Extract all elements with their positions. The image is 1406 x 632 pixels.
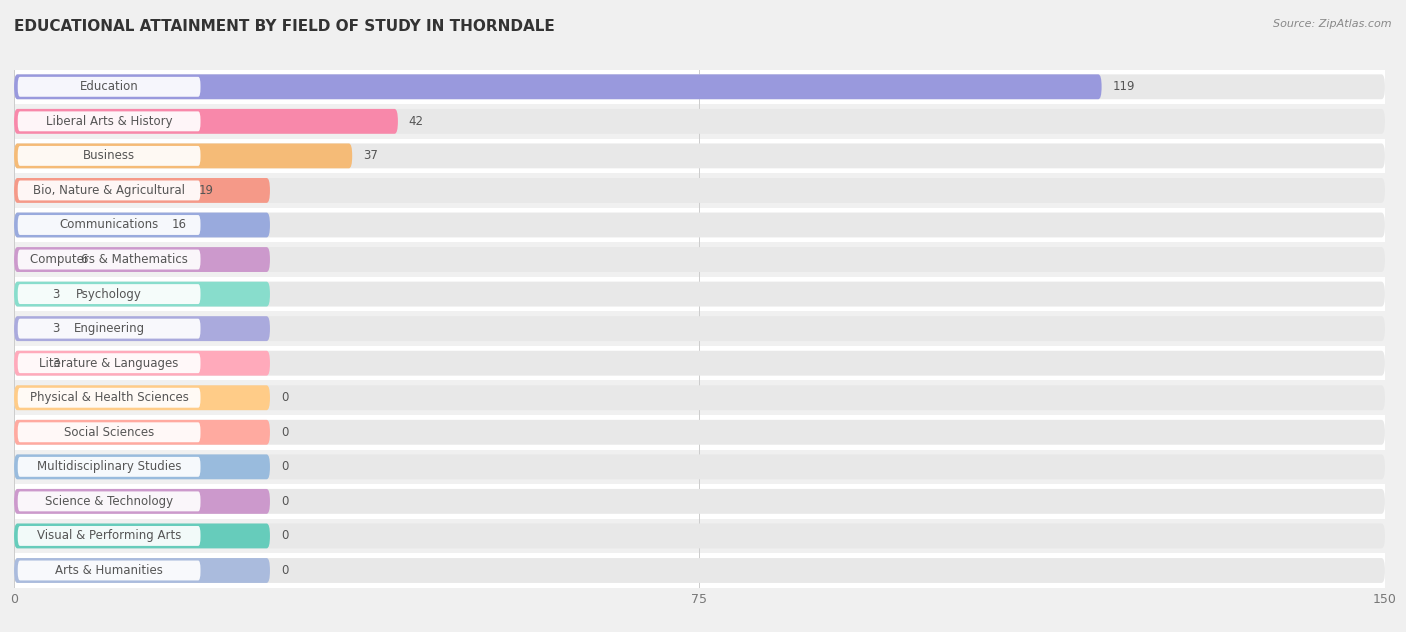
Text: Literature & Languages: Literature & Languages: [39, 356, 179, 370]
FancyBboxPatch shape: [18, 457, 201, 477]
FancyBboxPatch shape: [14, 143, 1385, 168]
FancyBboxPatch shape: [14, 420, 1385, 445]
Text: Bio, Nature & Agricultural: Bio, Nature & Agricultural: [34, 184, 186, 197]
Text: 6: 6: [80, 253, 87, 266]
Text: Physical & Health Sciences: Physical & Health Sciences: [30, 391, 188, 404]
FancyBboxPatch shape: [14, 523, 270, 549]
FancyBboxPatch shape: [14, 351, 1385, 375]
FancyBboxPatch shape: [14, 75, 1102, 99]
Bar: [14, 277, 1385, 312]
Bar: [14, 242, 1385, 277]
Bar: [14, 519, 1385, 553]
FancyBboxPatch shape: [14, 109, 398, 134]
Text: Source: ZipAtlas.com: Source: ZipAtlas.com: [1274, 19, 1392, 29]
FancyBboxPatch shape: [18, 422, 201, 442]
FancyBboxPatch shape: [14, 109, 1385, 134]
FancyBboxPatch shape: [18, 526, 201, 546]
Text: 42: 42: [409, 115, 423, 128]
Bar: [14, 104, 1385, 138]
Text: 0: 0: [281, 564, 288, 577]
FancyBboxPatch shape: [14, 489, 270, 514]
FancyBboxPatch shape: [14, 316, 1385, 341]
Bar: [14, 449, 1385, 484]
Text: 0: 0: [281, 426, 288, 439]
FancyBboxPatch shape: [14, 454, 1385, 479]
Bar: [14, 208, 1385, 242]
Text: Communications: Communications: [59, 219, 159, 231]
Bar: [14, 312, 1385, 346]
Text: 0: 0: [281, 495, 288, 508]
Bar: [14, 138, 1385, 173]
FancyBboxPatch shape: [18, 111, 201, 131]
FancyBboxPatch shape: [18, 77, 201, 97]
Text: 3: 3: [52, 322, 60, 335]
Text: Social Sciences: Social Sciences: [65, 426, 155, 439]
Bar: [14, 415, 1385, 449]
Text: 119: 119: [1112, 80, 1135, 94]
Text: Visual & Performing Arts: Visual & Performing Arts: [37, 530, 181, 542]
Text: 16: 16: [172, 219, 186, 231]
Text: EDUCATIONAL ATTAINMENT BY FIELD OF STUDY IN THORNDALE: EDUCATIONAL ATTAINMENT BY FIELD OF STUDY…: [14, 19, 555, 34]
FancyBboxPatch shape: [18, 146, 201, 166]
FancyBboxPatch shape: [14, 489, 1385, 514]
FancyBboxPatch shape: [18, 561, 201, 580]
FancyBboxPatch shape: [14, 420, 270, 445]
Text: 37: 37: [363, 149, 378, 162]
FancyBboxPatch shape: [14, 212, 270, 238]
FancyBboxPatch shape: [14, 247, 270, 272]
FancyBboxPatch shape: [14, 454, 270, 479]
FancyBboxPatch shape: [18, 353, 201, 373]
Bar: [14, 553, 1385, 588]
FancyBboxPatch shape: [14, 178, 1385, 203]
Text: Business: Business: [83, 149, 135, 162]
Text: 0: 0: [281, 391, 288, 404]
Text: Science & Technology: Science & Technology: [45, 495, 173, 508]
FancyBboxPatch shape: [14, 558, 270, 583]
FancyBboxPatch shape: [14, 143, 353, 168]
Text: Education: Education: [80, 80, 138, 94]
FancyBboxPatch shape: [18, 319, 201, 339]
Text: Engineering: Engineering: [73, 322, 145, 335]
Bar: [14, 484, 1385, 519]
FancyBboxPatch shape: [14, 178, 270, 203]
FancyBboxPatch shape: [14, 247, 1385, 272]
Text: 0: 0: [281, 530, 288, 542]
Bar: [14, 70, 1385, 104]
Text: Psychology: Psychology: [76, 288, 142, 301]
FancyBboxPatch shape: [18, 388, 201, 408]
Bar: [14, 173, 1385, 208]
Text: 0: 0: [281, 460, 288, 473]
Text: Computers & Mathematics: Computers & Mathematics: [30, 253, 188, 266]
FancyBboxPatch shape: [18, 181, 201, 200]
FancyBboxPatch shape: [14, 316, 270, 341]
Bar: [14, 380, 1385, 415]
Bar: [14, 346, 1385, 380]
Text: Multidisciplinary Studies: Multidisciplinary Studies: [37, 460, 181, 473]
FancyBboxPatch shape: [18, 215, 201, 235]
Text: Liberal Arts & History: Liberal Arts & History: [46, 115, 173, 128]
FancyBboxPatch shape: [14, 386, 1385, 410]
Text: Arts & Humanities: Arts & Humanities: [55, 564, 163, 577]
FancyBboxPatch shape: [18, 284, 201, 304]
Text: 19: 19: [198, 184, 214, 197]
FancyBboxPatch shape: [14, 282, 1385, 307]
Text: 3: 3: [52, 288, 60, 301]
FancyBboxPatch shape: [14, 282, 270, 307]
FancyBboxPatch shape: [14, 386, 270, 410]
FancyBboxPatch shape: [14, 75, 1385, 99]
FancyBboxPatch shape: [18, 492, 201, 511]
FancyBboxPatch shape: [18, 250, 201, 269]
FancyBboxPatch shape: [14, 351, 270, 375]
FancyBboxPatch shape: [14, 523, 1385, 549]
Text: 3: 3: [52, 356, 60, 370]
FancyBboxPatch shape: [14, 212, 1385, 238]
FancyBboxPatch shape: [14, 558, 1385, 583]
